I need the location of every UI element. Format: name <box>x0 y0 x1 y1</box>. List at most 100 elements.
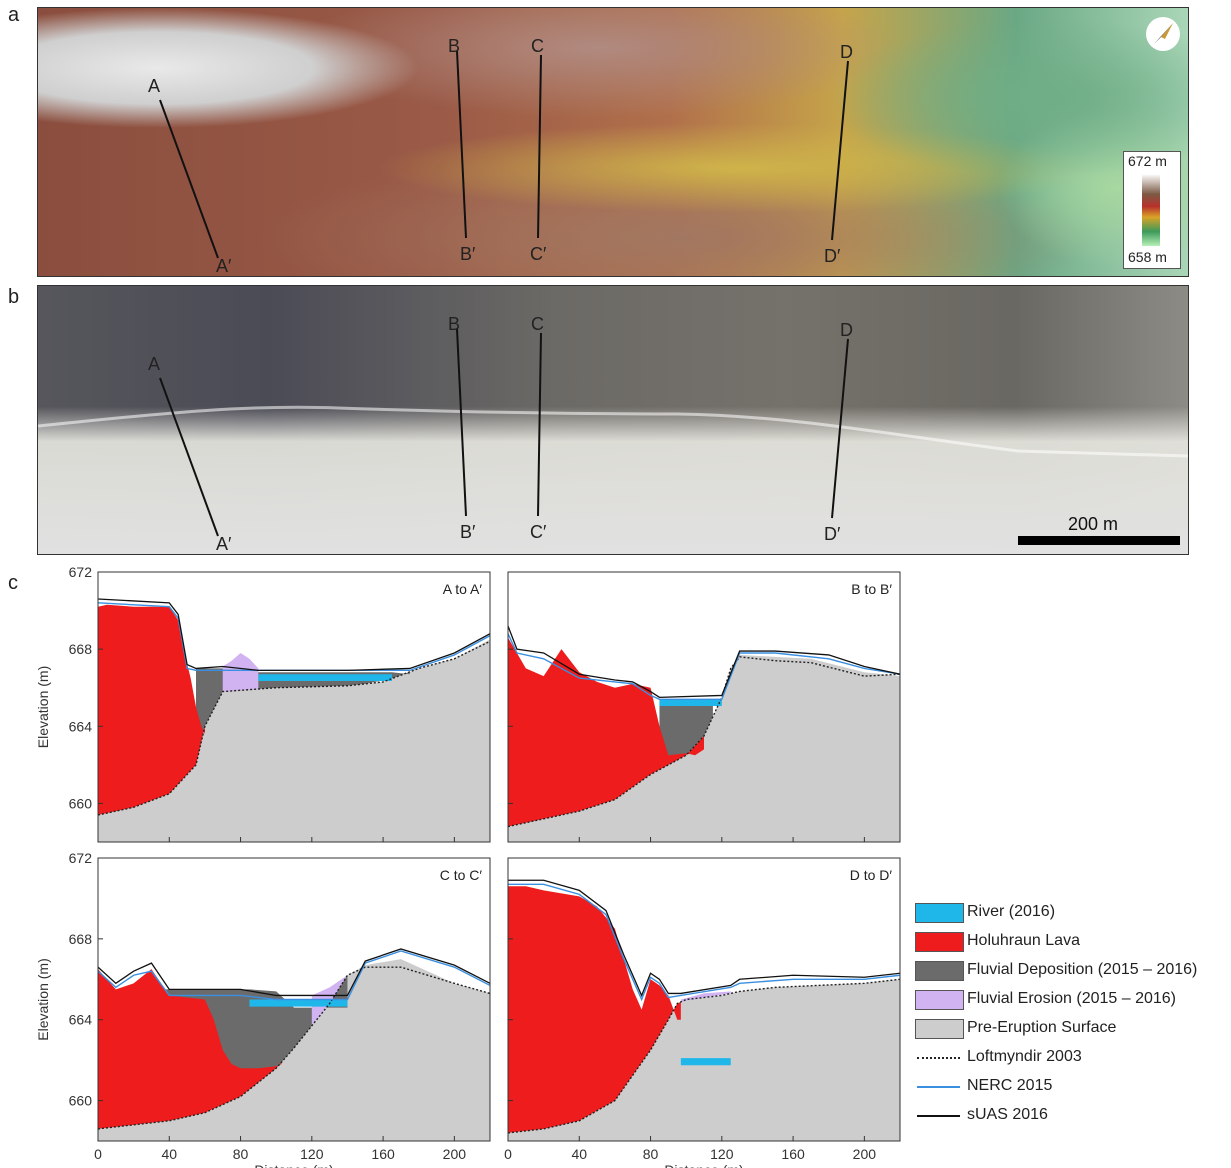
legend-swatch <box>915 903 964 923</box>
nerc-2015-line <box>98 950 490 1001</box>
y-tick-label: 668 <box>69 931 93 947</box>
section-line-c <box>537 54 542 239</box>
section-line-c <box>537 332 542 517</box>
section-label-a-end: A′ <box>216 534 232 554</box>
y-tick-label: 664 <box>69 1012 93 1028</box>
scale-bar-label: 200 m <box>1068 514 1119 534</box>
y-axis-label: Elevation (m) <box>35 958 51 1040</box>
section-label-a-end: A′ <box>216 256 232 276</box>
section-line-b <box>456 328 467 517</box>
legend-line-swatch <box>917 1115 960 1117</box>
holuhraun-lava-area <box>98 604 205 815</box>
profile-title: D to D′ <box>850 867 893 883</box>
x-tick-label: 160 <box>781 1146 805 1162</box>
section-label-a-start: A <box>148 354 161 374</box>
section-label-a-start: A <box>148 76 161 96</box>
nerc-2015-line <box>508 883 900 1002</box>
profile-title: B to B′ <box>851 581 892 597</box>
plot-frame <box>97 857 491 1142</box>
north-arrow-icon <box>1146 17 1180 51</box>
profile-chart-1: 660 664 668 672 A to A′ Elevation (m) <box>35 564 491 843</box>
river-2016-area <box>680 1058 731 1066</box>
legend-swatch <box>915 1019 964 1039</box>
loftmyndir-2003-line <box>98 966 490 1130</box>
profile-title: C to C′ <box>440 867 483 883</box>
x-tick-label: 0 <box>504 1146 512 1162</box>
plot-frame <box>507 857 901 1142</box>
legend-line-swatch <box>917 1086 960 1088</box>
river-2016-area <box>249 999 348 1007</box>
section-line-d <box>831 338 849 519</box>
legend-label: Fluvial Deposition (2015 – 2016) <box>967 961 1198 978</box>
river-2016-area <box>258 674 392 681</box>
legend-label: Pre-Eruption Surface <box>967 1019 1117 1036</box>
plot-frame <box>97 571 491 843</box>
legend-label: NERC 2015 <box>967 1077 1053 1094</box>
profile-chart-4: 0 40 80 120 160 200 D to D′ Distance (m) <box>504 857 901 1168</box>
y-tick-label: 672 <box>69 850 93 866</box>
plot-area <box>98 948 490 1141</box>
legend-label: Loftmyndir 2003 <box>967 1048 1082 1065</box>
y-axis-label: Elevation (m) <box>35 666 51 748</box>
orthophoto-map: A A′ B B′ C C′ D D′ 200 m <box>37 285 1189 555</box>
y-tick-label: 668 <box>69 641 93 657</box>
river-2016-area <box>659 699 722 707</box>
colorbar-min-label: 658 m <box>1128 249 1167 265</box>
river-channel-outline <box>38 405 1188 458</box>
legend-swatch <box>915 961 964 981</box>
holuhraun-lava-area <box>508 637 704 827</box>
x-tick-label: 80 <box>643 1146 659 1162</box>
x-tick-label: 80 <box>233 1146 249 1162</box>
section-label-d-start: D <box>840 42 853 62</box>
suas-2016-line <box>98 598 490 672</box>
section-label-d-end: D′ <box>824 246 841 266</box>
panel-letter-a: a <box>8 4 20 26</box>
x-tick-label: 200 <box>853 1146 877 1162</box>
fluvial-deposition-2015-2016-area <box>659 701 713 770</box>
section-label-b-start: B <box>448 36 461 56</box>
holuhraun-lava-area <box>98 969 282 1129</box>
elevation-map: A A′ B B′ C C′ D D′ 672 m 658 m <box>37 7 1189 277</box>
legend-label: Holuhraun Lava <box>967 932 1080 949</box>
section-label-c-start: C <box>531 314 544 334</box>
profile-chart-2: B to B′ <box>507 571 901 843</box>
holuhraun-lava-area <box>508 886 681 1133</box>
legend-line-swatch <box>917 1057 960 1059</box>
plot-area <box>98 598 490 842</box>
nerc-2015-line <box>98 602 490 672</box>
x-tick-label: 0 <box>94 1146 102 1162</box>
x-tick-label: 40 <box>571 1146 587 1162</box>
pre-eruption-surface-area <box>508 979 900 1141</box>
section-label-b-end: B′ <box>460 522 476 542</box>
pre-eruption-surface-area <box>98 639 490 842</box>
x-axis-label: Distance (m) <box>254 1162 333 1168</box>
legend-label: River (2016) <box>967 903 1056 920</box>
profile-title: A to A′ <box>443 581 483 597</box>
section-label-c-end: C′ <box>530 522 547 542</box>
x-tick-label: 160 <box>371 1146 395 1162</box>
profile-chart-3: 660 664 668 672 0 40 80 120 160 200 C to C′ Elevati… <box>35 850 491 1168</box>
fluvial-erosion-2015-2016-area <box>680 991 731 1002</box>
section-label-d-start: D <box>840 320 853 340</box>
loftmyndir-2003-line <box>508 656 900 828</box>
loftmyndir-2003-line <box>508 978 900 1134</box>
panel-letter-c: c <box>8 572 18 594</box>
section-line-a <box>159 377 219 537</box>
section-label-b-end: B′ <box>460 244 476 264</box>
x-tick-label: 120 <box>710 1146 734 1162</box>
plot-frame <box>507 571 901 843</box>
section-line-b <box>456 50 467 239</box>
suas-2016-line <box>508 879 900 998</box>
panel-letter-b: b <box>8 286 20 308</box>
pre-eruption-surface-area <box>508 654 900 842</box>
section-label-b-start: B <box>448 314 461 334</box>
colorbar-gradient <box>1142 174 1160 246</box>
x-tick-label: 200 <box>443 1146 467 1162</box>
fluvial-erosion-2015-2016-area <box>222 653 259 692</box>
y-tick-label: 660 <box>69 1093 93 1109</box>
section-line-d <box>831 60 849 241</box>
fluvial-deposition-2015-2016-area <box>160 975 348 1122</box>
loftmyndir-2003-line <box>98 640 490 816</box>
x-tick-label: 120 <box>300 1146 324 1162</box>
section-lines-a <box>159 50 849 259</box>
